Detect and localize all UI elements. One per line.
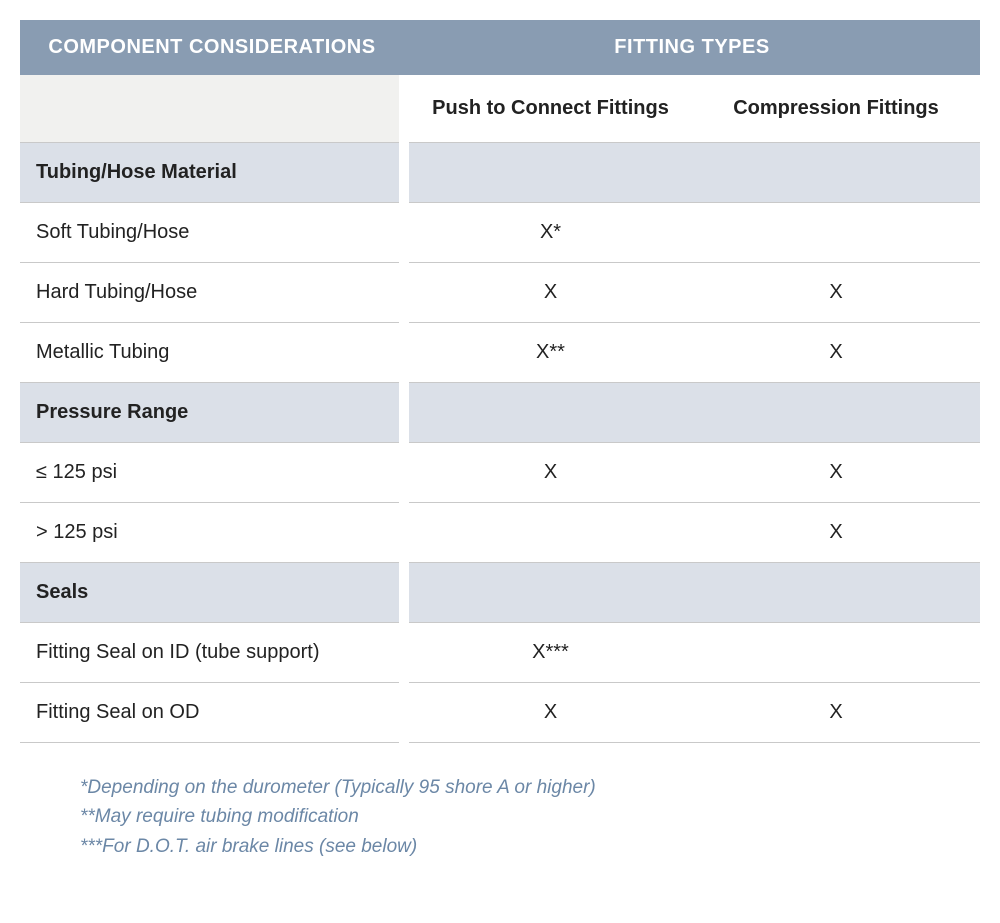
table-row: Fitting Seal on OD X X bbox=[20, 683, 980, 743]
header-fitting-types: FITTING TYPES bbox=[404, 20, 980, 75]
row-cell-c1 bbox=[404, 503, 692, 563]
section-title: Seals bbox=[20, 563, 404, 623]
top-header-row: COMPONENT CONSIDERATIONS FITTING TYPES bbox=[20, 20, 980, 75]
row-label: Metallic Tubing bbox=[20, 323, 404, 383]
footnotes: *Depending on the durometer (Typically 9… bbox=[20, 743, 980, 861]
footnote-1: *Depending on the durometer (Typically 9… bbox=[80, 773, 970, 802]
footnote-3: ***For D.O.T. air brake lines (see below… bbox=[80, 832, 970, 861]
subheader-blank bbox=[20, 75, 404, 143]
section-empty-cell bbox=[692, 143, 980, 203]
section-title: Pressure Range bbox=[20, 383, 404, 443]
table-body: Tubing/Hose Material Soft Tubing/Hose X*… bbox=[20, 143, 980, 743]
row-cell-c1: X** bbox=[404, 323, 692, 383]
row-label: Fitting Seal on OD bbox=[20, 683, 404, 743]
section-empty-cell bbox=[404, 143, 692, 203]
section-title: Tubing/Hose Material bbox=[20, 143, 404, 203]
table-row: Fitting Seal on ID (tube support) X*** bbox=[20, 623, 980, 683]
table-row: Metallic Tubing X** X bbox=[20, 323, 980, 383]
section-row: Pressure Range bbox=[20, 383, 980, 443]
section-row: Tubing/Hose Material bbox=[20, 143, 980, 203]
row-cell-c2: X bbox=[692, 323, 980, 383]
row-cell-c2: X bbox=[692, 263, 980, 323]
section-empty-cell bbox=[692, 383, 980, 443]
row-cell-c2: X bbox=[692, 683, 980, 743]
row-label: > 125 psi bbox=[20, 503, 404, 563]
row-label: Soft Tubing/Hose bbox=[20, 203, 404, 263]
column-push-to-connect: Push to Connect Fittings bbox=[404, 75, 692, 143]
row-cell-c1: X*** bbox=[404, 623, 692, 683]
row-label: ≤ 125 psi bbox=[20, 443, 404, 503]
section-row: Seals bbox=[20, 563, 980, 623]
row-cell-c2: X bbox=[692, 503, 980, 563]
row-cell-c1: X bbox=[404, 443, 692, 503]
column-compression: Compression Fittings bbox=[692, 75, 980, 143]
sub-header-row: Push to Connect Fittings Compression Fit… bbox=[20, 75, 980, 143]
table-container: COMPONENT CONSIDERATIONS FITTING TYPES P… bbox=[0, 0, 1000, 871]
table-row: > 125 psi X bbox=[20, 503, 980, 563]
table-row: Soft Tubing/Hose X* bbox=[20, 203, 980, 263]
row-cell-c1: X bbox=[404, 683, 692, 743]
row-cell-c2 bbox=[692, 203, 980, 263]
row-cell-c1: X bbox=[404, 263, 692, 323]
row-label: Fitting Seal on ID (tube support) bbox=[20, 623, 404, 683]
section-empty-cell bbox=[404, 563, 692, 623]
footnote-2: **May require tubing modification bbox=[80, 802, 970, 831]
section-empty-cell bbox=[404, 383, 692, 443]
row-cell-c2: X bbox=[692, 443, 980, 503]
section-empty-cell bbox=[692, 563, 980, 623]
header-component-considerations: COMPONENT CONSIDERATIONS bbox=[20, 20, 404, 75]
row-cell-c1: X* bbox=[404, 203, 692, 263]
fitting-types-table: COMPONENT CONSIDERATIONS FITTING TYPES P… bbox=[20, 20, 980, 743]
row-label: Hard Tubing/Hose bbox=[20, 263, 404, 323]
table-row: Hard Tubing/Hose X X bbox=[20, 263, 980, 323]
table-row: ≤ 125 psi X X bbox=[20, 443, 980, 503]
row-cell-c2 bbox=[692, 623, 980, 683]
